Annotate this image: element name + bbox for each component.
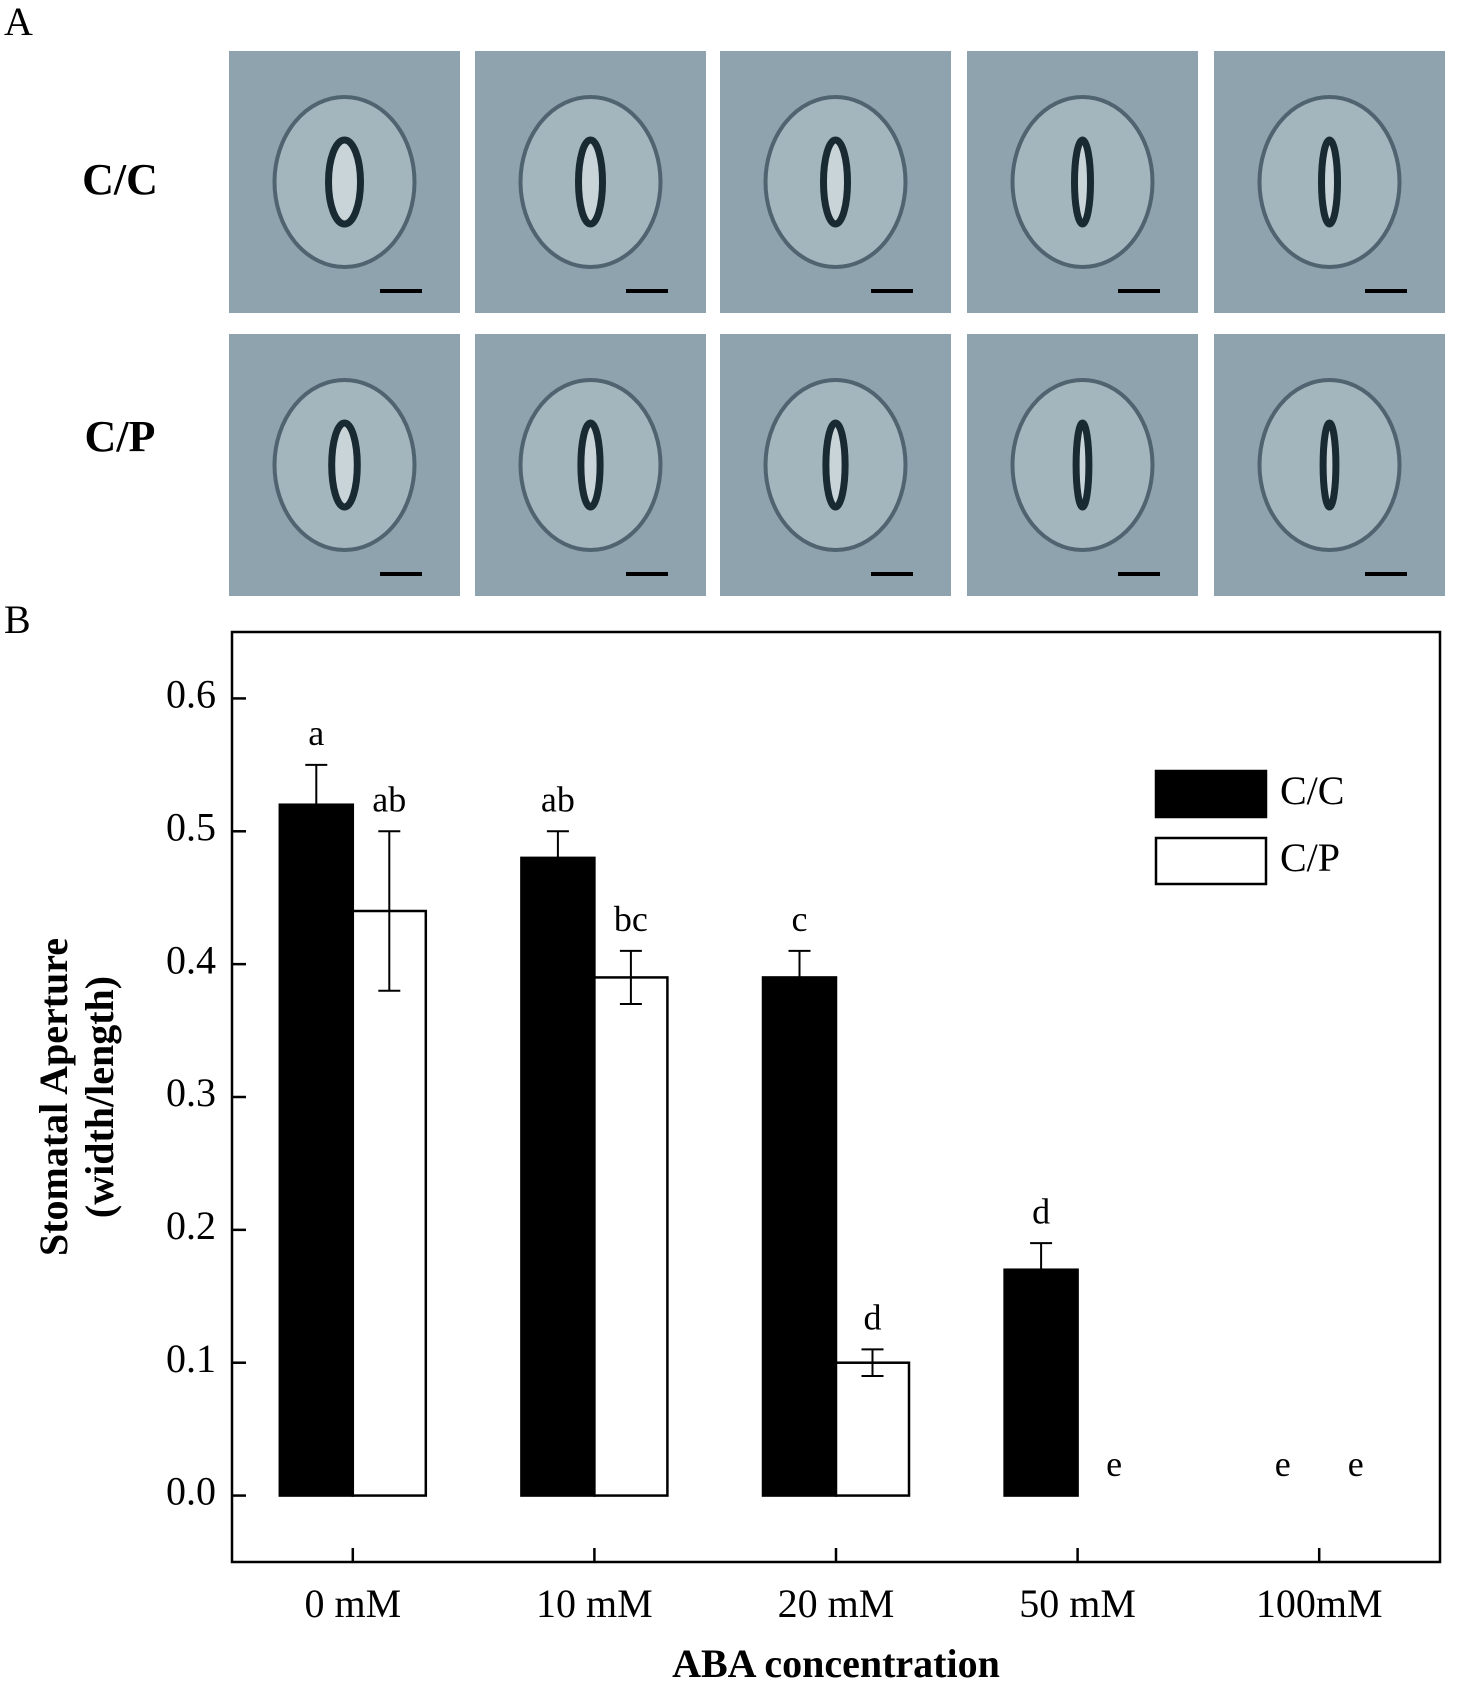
bar: [593, 976, 669, 1497]
bar: [834, 1361, 911, 1497]
micrograph: [1214, 51, 1445, 313]
pore: [822, 419, 849, 511]
y-tick-label: 0.2: [166, 1203, 216, 1248]
error-bar: [788, 949, 811, 1005]
panel-label: B: [4, 597, 31, 642]
legend-label: C/P: [1280, 835, 1340, 880]
y-tick-label: 0.4: [166, 937, 216, 982]
micrograph: [475, 334, 706, 596]
significance-letter: a: [308, 713, 324, 753]
legend-swatch: [1154, 836, 1268, 886]
legend-swatch: [1154, 769, 1268, 819]
significance-letter: e: [1348, 1444, 1364, 1484]
micrograph: [720, 51, 951, 313]
significance-letter: d: [1032, 1191, 1050, 1231]
significance-letter: e: [1275, 1444, 1291, 1484]
y-tick-label: 0.5: [166, 804, 216, 849]
error-bar: [546, 830, 569, 886]
pore: [577, 419, 604, 511]
pore: [1071, 136, 1094, 228]
y-tick-label: 0.0: [166, 1469, 216, 1514]
x-tick-label: 0 mM: [304, 1581, 401, 1626]
bar: [1003, 1268, 1079, 1497]
x-tick-label: 50 mM: [1019, 1581, 1136, 1626]
micrograph: [967, 334, 1198, 596]
y-axis-label: (width/length): [77, 976, 122, 1218]
micrograph: [967, 51, 1198, 313]
pore: [328, 419, 361, 511]
x-tick-label: 20 mM: [778, 1581, 895, 1626]
row-label: C/P: [85, 412, 156, 461]
significance-letter: c: [792, 899, 808, 939]
panel-label: A: [4, 0, 33, 44]
error-bar: [305, 763, 328, 846]
x-tick-label: 100mM: [1256, 1581, 1383, 1626]
pore: [1319, 419, 1340, 511]
micrograph: [229, 334, 460, 596]
bar: [351, 909, 428, 1497]
legend-label: C/C: [1280, 768, 1344, 813]
pore: [575, 136, 606, 228]
pore: [1072, 419, 1093, 511]
significance-letter: e: [1106, 1444, 1122, 1484]
micrograph: [229, 51, 460, 313]
bar: [761, 976, 838, 1497]
x-axis-label: ABA concentration: [672, 1641, 1000, 1686]
y-tick-label: 0.1: [166, 1336, 216, 1381]
micrograph: [1214, 334, 1445, 596]
error-bar: [619, 949, 642, 1005]
error-bar: [378, 830, 401, 992]
significance-letter: d: [864, 1298, 882, 1338]
bar: [278, 803, 355, 1497]
x-tick-label: 10 mM: [536, 1581, 653, 1626]
error-bar: [861, 1348, 884, 1377]
significance-letter: ab: [372, 780, 406, 820]
error-bar: [1030, 1242, 1053, 1298]
y-tick-label: 0.3: [166, 1070, 216, 1115]
pore: [820, 136, 851, 228]
pore: [1318, 136, 1341, 228]
pore: [325, 136, 364, 228]
micrograph: [720, 334, 951, 596]
y-axis-label: Stomatal Aperture: [31, 938, 76, 1256]
micrograph: [475, 51, 706, 313]
bar: [520, 856, 596, 1497]
row-label: C/C: [82, 155, 158, 204]
significance-letter: ab: [541, 780, 575, 820]
y-tick-label: 0.6: [166, 672, 216, 717]
significance-letter: bc: [614, 899, 648, 939]
